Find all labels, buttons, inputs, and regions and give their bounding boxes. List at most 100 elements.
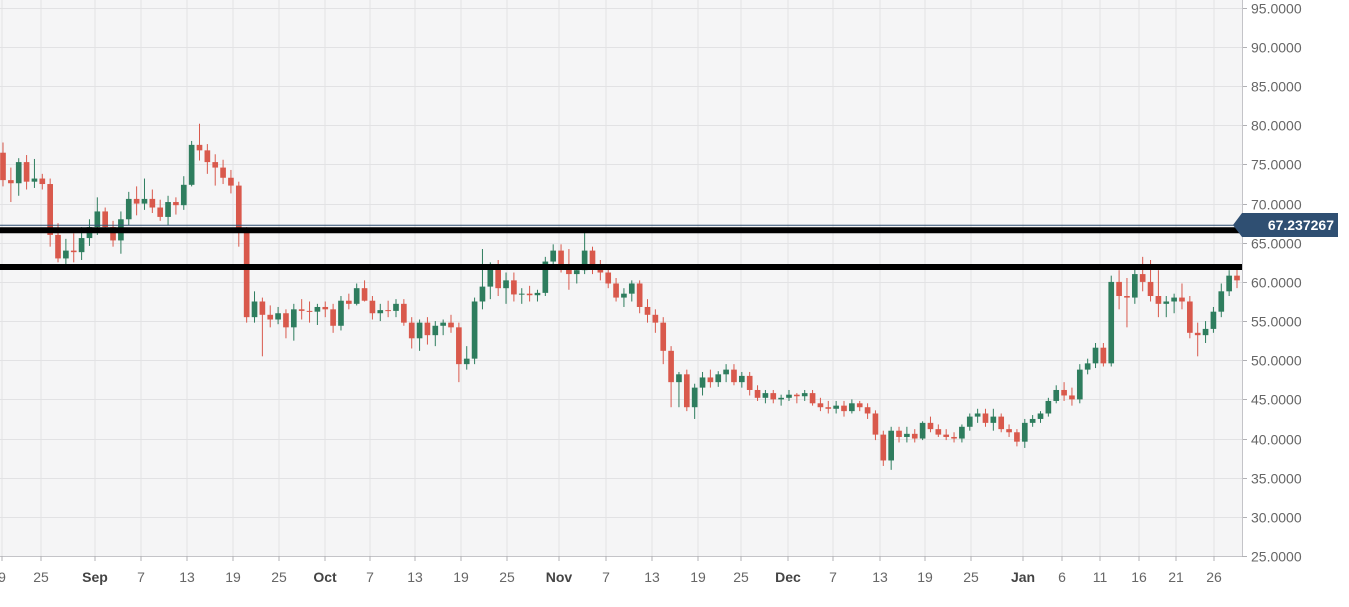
y-tick-label: 70.0000: [1251, 197, 1302, 213]
candle-body: [338, 300, 344, 326]
candle-body: [1124, 296, 1130, 298]
candle-body: [503, 280, 509, 289]
candle-body: [440, 322, 446, 326]
candle-body: [78, 238, 85, 253]
y-tick-label: 45.0000: [1251, 392, 1302, 408]
candle-body: [526, 293, 533, 296]
candle-body: [157, 207, 164, 217]
candle-body: [628, 283, 635, 294]
candle-body: [346, 300, 352, 304]
y-tick-label: 55.0000: [1251, 314, 1302, 330]
candle-body: [1037, 413, 1044, 419]
candle-body: [738, 375, 745, 383]
x-tick-label: 25: [963, 569, 979, 585]
candle-body: [361, 288, 368, 301]
candle-body: [636, 283, 643, 307]
candle-body: [63, 250, 69, 259]
candle-body: [794, 394, 800, 397]
candle-body: [1092, 347, 1099, 364]
x-tick-label: 21: [1168, 569, 1184, 585]
candle-body: [1163, 301, 1170, 304]
candle-body: [786, 394, 792, 398]
x-tick-label: Nov: [546, 569, 573, 585]
candle-body: [393, 303, 399, 311]
candle-body: [746, 375, 753, 390]
candle-body: [919, 422, 926, 439]
candle-body: [558, 250, 564, 265]
candle-body: [998, 416, 1005, 430]
y-tick-label: 75.0000: [1251, 157, 1302, 173]
candle-body: [849, 403, 855, 412]
y-tick-label: 80.0000: [1251, 118, 1302, 134]
x-tick-label: 26: [1206, 569, 1222, 585]
candle-body: [872, 413, 879, 435]
x-tick-label: 16: [1131, 569, 1147, 585]
candle-body: [1053, 389, 1060, 401]
candle-body: [424, 322, 431, 336]
plot-area: [0, 0, 1242, 556]
candle-body: [1139, 274, 1146, 282]
candle-body: [613, 283, 619, 298]
candle-body: [8, 180, 14, 184]
x-tick-label: 13: [179, 569, 195, 585]
candle-body: [408, 322, 415, 339]
candle-body: [149, 198, 156, 208]
candle-body: [1187, 301, 1193, 333]
x-tick-label: 13: [872, 569, 888, 585]
candle-body: [94, 211, 101, 228]
candle-body: [896, 430, 902, 437]
x-tick-label: 19: [225, 569, 241, 585]
candle-body: [809, 393, 816, 404]
x-tick-label: 25: [733, 569, 749, 585]
candle-body: [542, 261, 549, 293]
candle-body: [1100, 347, 1107, 364]
x-tick-label: Sep: [82, 569, 108, 585]
candle-body: [463, 358, 470, 365]
candle-body: [911, 433, 918, 439]
candle-body: [243, 231, 250, 318]
x-tick-label: 7: [602, 569, 610, 585]
candle-body: [228, 177, 234, 186]
candle-body: [1202, 328, 1209, 336]
candle-body: [385, 310, 391, 312]
candle-body: [173, 202, 179, 206]
candle-body: [707, 377, 714, 383]
x-tick-label: Dec: [775, 569, 801, 585]
candle-body: [1045, 400, 1052, 414]
candle-body: [487, 266, 494, 287]
candle-body: [676, 374, 682, 383]
candle-body: [275, 313, 281, 320]
candle-body: [833, 405, 839, 409]
candle-body: [573, 270, 580, 275]
x-tick-label: Oct: [313, 569, 337, 585]
candle-body: [133, 198, 140, 204]
candle-body: [401, 303, 407, 323]
candle-body: [731, 369, 737, 383]
candle-body: [966, 416, 973, 427]
candle-body: [683, 374, 690, 408]
y-tick-label: 35.0000: [1251, 471, 1302, 487]
candle-body: [1029, 418, 1036, 423]
candle-body: [974, 413, 981, 417]
candle-body: [1155, 296, 1162, 304]
candle-body: [605, 272, 612, 284]
candle-body: [448, 322, 454, 328]
candle-body: [990, 416, 997, 423]
x-tick-label: 7: [366, 569, 374, 585]
candle-body: [754, 389, 761, 398]
candle-body: [39, 178, 46, 185]
candle-body: [495, 266, 502, 289]
candle-body: [0, 152, 6, 181]
candle-body: [644, 306, 651, 315]
candle-body: [817, 403, 824, 408]
candle-body: [479, 286, 486, 302]
candle-body: [1014, 432, 1020, 442]
candle-body: [212, 162, 219, 168]
candle-body: [1006, 429, 1012, 433]
candle-body: [904, 433, 910, 437]
x-tick-label: 19: [690, 569, 706, 585]
candle-body: [801, 393, 808, 397]
last-price-label: 67.237267: [1233, 213, 1338, 237]
